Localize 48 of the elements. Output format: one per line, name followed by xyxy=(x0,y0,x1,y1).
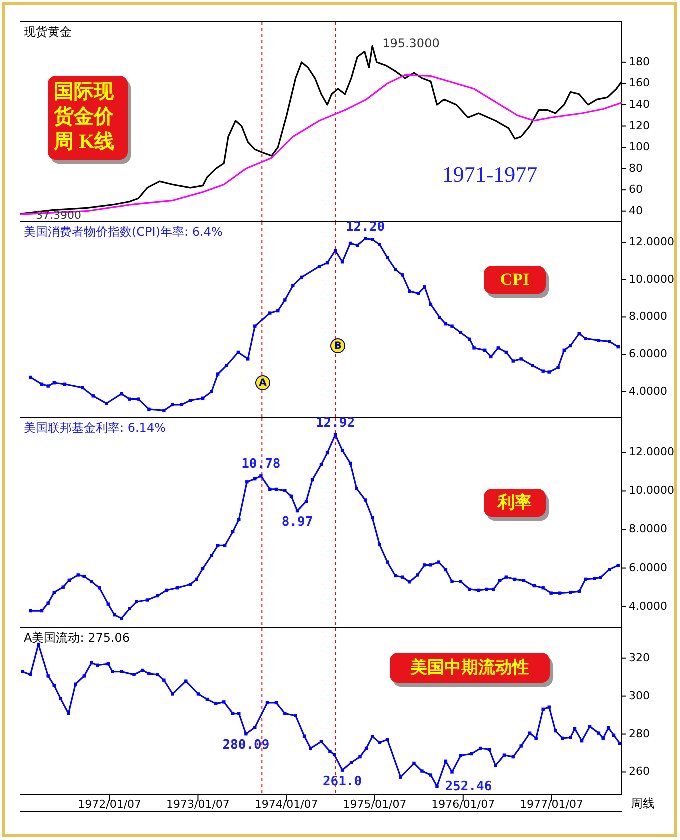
chart-title: 现货黄金 xyxy=(24,25,72,39)
y-tick-label: 160 xyxy=(629,76,650,90)
x-tick-label: 1977/01/07 xyxy=(520,798,584,811)
annotation: B xyxy=(334,341,342,352)
annotation: 8.97 xyxy=(282,515,314,530)
annotation: A xyxy=(259,378,268,390)
annotation: 252.46 xyxy=(445,780,492,795)
y-tick-label: 80 xyxy=(629,162,643,175)
annotation: 1971-1977 xyxy=(442,162,538,187)
y-tick-label: 4.0000 xyxy=(629,600,668,613)
chart-title: 美国消费者物价指数(CPI)年率: 6.4% xyxy=(24,225,223,239)
annotation: 280.09 xyxy=(222,738,270,754)
y-tick-label: 4.0000 xyxy=(629,384,668,398)
chart-title: 美国联邦基金利率: 6.14% xyxy=(24,421,166,435)
annotation: 12.20 xyxy=(346,220,386,235)
y-tick-label: 6.0000 xyxy=(629,561,668,574)
annotation: 195.3000 xyxy=(382,36,440,50)
y-tick-label: 10.0000 xyxy=(629,484,674,498)
x-tick-label: 1974/01/07 xyxy=(254,798,318,811)
y-tick-label: 280 xyxy=(629,727,650,740)
annotation: 美国中期流动性 xyxy=(410,658,530,677)
y-tick-label: 120 xyxy=(629,119,650,132)
y-tick-label: 300 xyxy=(629,689,650,702)
annotation: CPI xyxy=(500,270,530,289)
text: 周线 xyxy=(631,796,655,810)
y-tick-label: 8.0000 xyxy=(629,310,668,324)
annotation: 12.92 xyxy=(316,416,356,431)
chart-title: A美国流动: 275.06 xyxy=(24,631,130,645)
annotation: 10.78 xyxy=(242,457,281,472)
x-tick-label: 1972/01/07 xyxy=(78,798,142,811)
y-tick-label: 10.0000 xyxy=(629,272,674,286)
y-tick-label: 8.0000 xyxy=(629,522,668,536)
y-tick-label: 12.0000 xyxy=(629,236,674,249)
y-tick-label: 12.0000 xyxy=(629,446,674,459)
y-tick-label: 60 xyxy=(629,183,643,196)
y-tick-label: 6.0000 xyxy=(629,348,668,361)
annotation: 261.0 xyxy=(322,774,362,790)
y-tick-label: 260 xyxy=(629,765,650,778)
x-tick-label: 1976/01/07 xyxy=(432,798,496,811)
y-tick-label: 320 xyxy=(629,651,650,664)
y-tick-label: 140 xyxy=(629,98,650,111)
y-tick-label: 40 xyxy=(629,204,643,218)
y-tick-label: 180 xyxy=(629,55,650,68)
y-tick-label: 100 xyxy=(629,140,650,154)
annotation: 利率 xyxy=(497,492,532,512)
x-tick-label: 1975/01/07 xyxy=(343,798,407,811)
x-tick-label: 1973/01/07 xyxy=(166,798,230,811)
annotation: 国际现货金价周 K线 xyxy=(54,80,116,155)
